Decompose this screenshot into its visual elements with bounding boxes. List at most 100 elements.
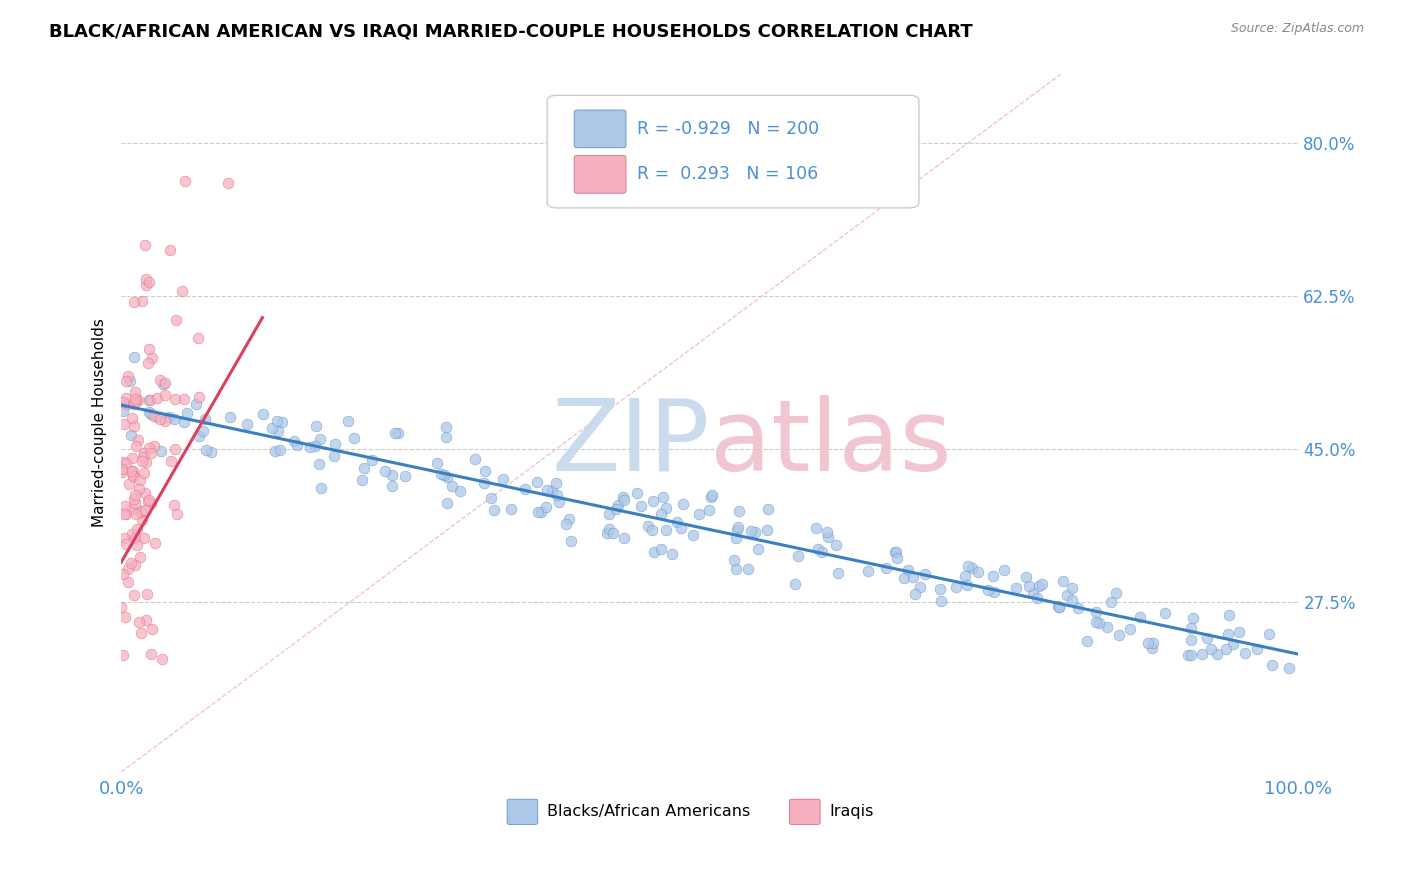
Point [904,587,927,601]
Point [129,505,152,519]
Point [1180,648,1202,663]
Point [560,534,582,549]
Point [149,373,172,387]
Point [699,502,721,516]
Point [1047,599,1070,613]
Point [737,562,759,576]
Point [630,499,652,513]
Point [650,542,672,557]
Point [115,456,138,470]
Point [441,479,464,493]
Point [124,558,146,572]
Point [309,432,332,446]
Point [160,454,183,468]
Point [135,587,157,601]
Point [893,571,915,585]
Point [1108,628,1130,642]
Point [1066,600,1088,615]
Point [1180,632,1202,647]
Point [700,490,723,504]
Point [1181,611,1204,625]
Point [1028,579,1050,593]
Point [128,482,150,496]
Point [1005,581,1028,595]
Point [139,392,162,407]
Point [1154,606,1177,620]
Point [650,507,672,521]
Point [756,502,779,516]
Point [1076,633,1098,648]
Point [127,393,149,408]
Point [135,277,157,292]
Point [815,525,838,540]
Y-axis label: Married-couple Households: Married-couple Households [93,318,107,527]
Point [155,388,177,402]
Point [967,565,990,579]
Text: Source: ZipAtlas.com: Source: ZipAtlas.com [1230,22,1364,36]
Point [145,536,167,550]
Point [981,568,1004,582]
Point [139,407,162,421]
Point [150,652,173,666]
Point [132,531,155,545]
Point [1191,647,1213,661]
Point [117,575,139,590]
Point [596,526,619,541]
Text: Blacks/African Americans: Blacks/African Americans [547,805,751,820]
Point [1278,660,1301,674]
Point [484,502,506,516]
Point [128,615,150,630]
Point [464,452,486,467]
Point [111,461,134,475]
Point [1095,620,1118,634]
Point [1257,627,1279,641]
Point [218,410,240,425]
Point [135,613,157,627]
Point [1018,579,1040,593]
FancyBboxPatch shape [574,110,626,148]
Point [166,507,188,521]
Point [434,430,457,444]
Point [115,507,138,521]
Point [176,406,198,420]
Point [194,411,217,425]
Point [977,583,1000,598]
Point [548,495,571,509]
Point [536,483,558,498]
Point [129,474,152,488]
Point [131,293,153,308]
Point [122,350,145,364]
Point [138,492,160,507]
Point [135,455,157,469]
Point [492,472,515,486]
Point [672,497,695,511]
Point [1022,586,1045,600]
Point [665,515,688,529]
Point [135,272,157,286]
Point [1205,647,1227,661]
Point [153,376,176,391]
Point [267,425,290,439]
Point [141,351,163,366]
Point [309,481,332,495]
Point [1142,636,1164,650]
Point [124,384,146,399]
Point [134,503,156,517]
Point [343,432,366,446]
Point [173,174,195,188]
Point [125,508,148,522]
Point [1180,621,1202,635]
Point [118,374,141,388]
Point [724,562,747,576]
Point [142,409,165,423]
Point [875,561,897,575]
Point [115,397,138,411]
Point [1216,626,1239,640]
Point [914,567,936,582]
Point [527,505,550,519]
Point [612,490,634,504]
Point [124,588,146,602]
Point [449,484,471,499]
Point [132,466,155,480]
Point [112,395,135,409]
